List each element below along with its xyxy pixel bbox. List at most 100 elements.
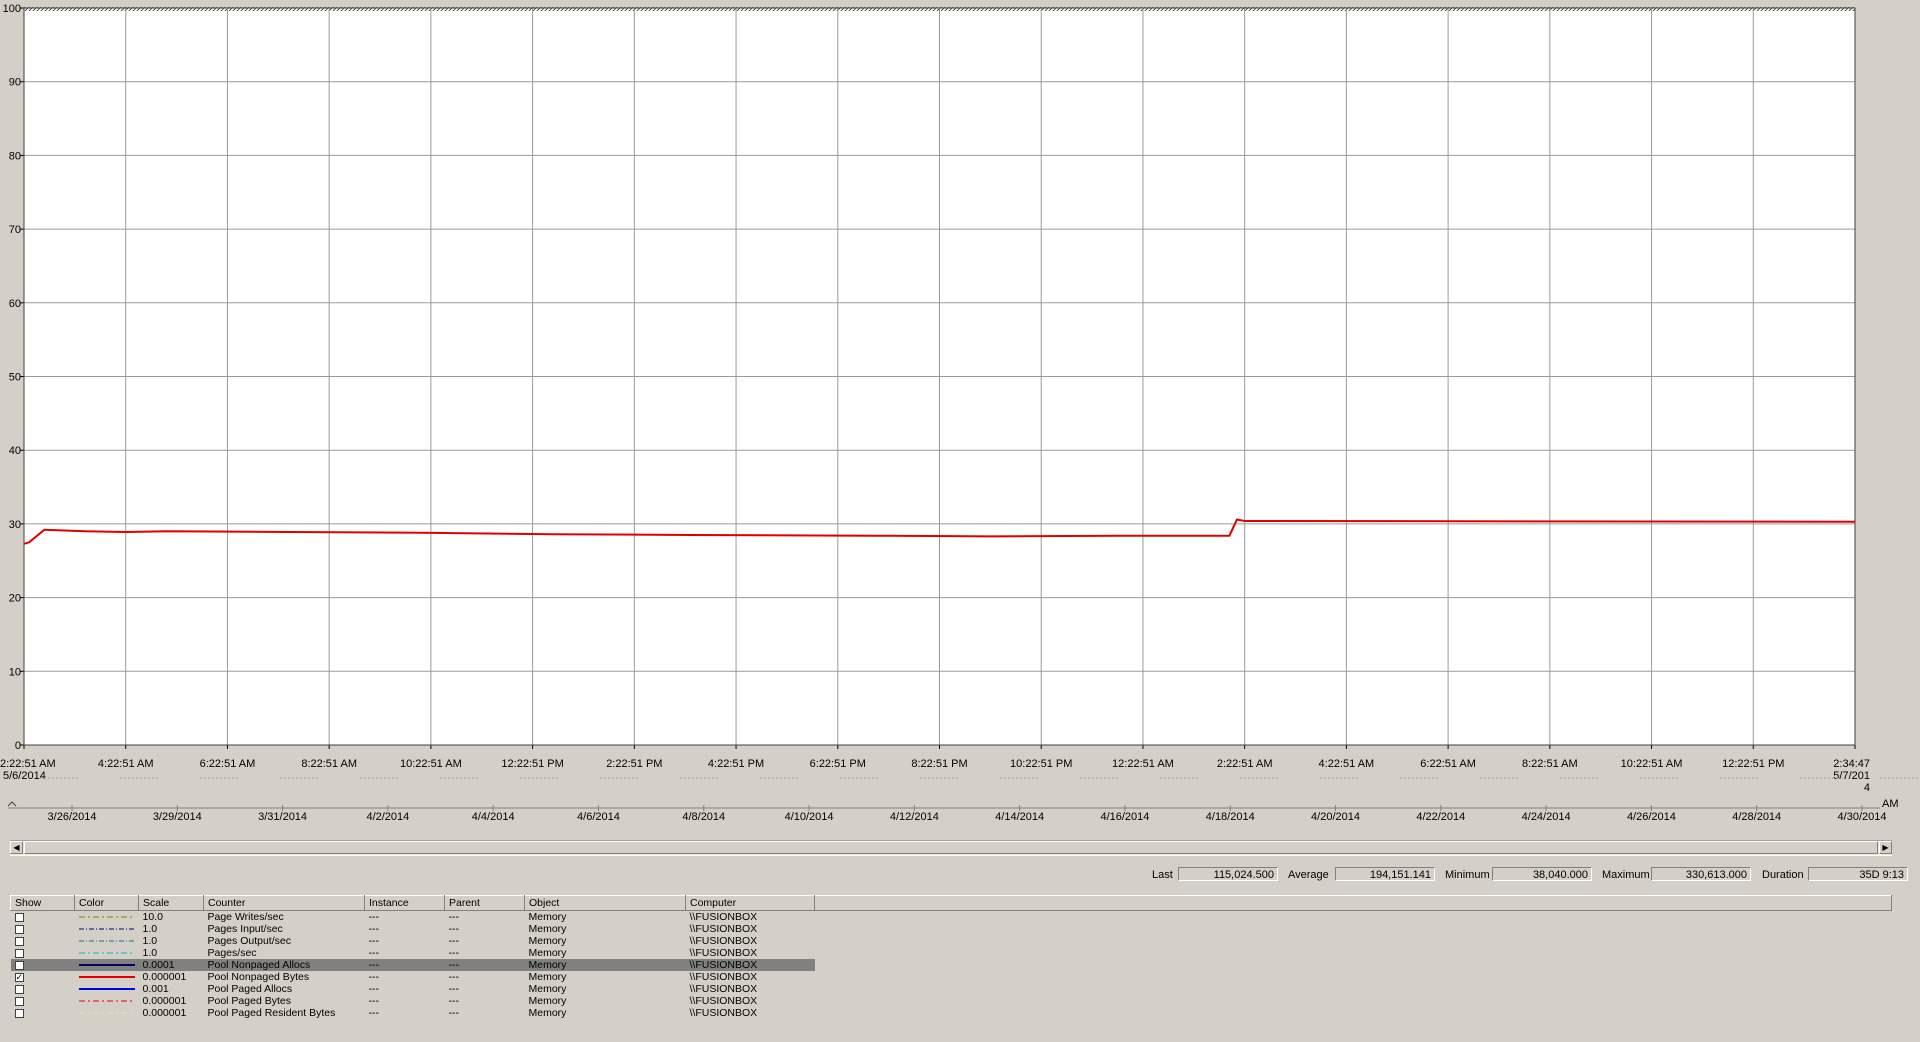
timeline-scrollbar[interactable]: ◀ ▶ [10, 840, 1892, 856]
scale-cell: 0.000001 [142, 971, 187, 983]
color-swatch [78, 1000, 135, 1002]
parent-cell: --- [448, 935, 460, 947]
filler-cell [815, 995, 1892, 1007]
color-cell [75, 923, 139, 935]
counter-cell: Page Writes/sec [207, 911, 284, 923]
legend-row-pool-nonpaged-bytes[interactable]: 0.000001 Pool Nonpaged Bytes --- --- Memory \… [11, 971, 1892, 983]
instance-cell: --- [368, 971, 380, 983]
show-checkbox[interactable] [14, 996, 24, 1006]
timeline-date-label: 4/28/2014 [1732, 811, 1781, 823]
header-counter[interactable]: Counter [203, 895, 365, 911]
x-tick-label: 5/6/2014 [3, 770, 46, 782]
legend-row-pages-sec[interactable]: 1.0 Pages/sec --- --- Memory \\FUSIONBOX [11, 947, 1892, 959]
timeline-am-label: AM [1882, 798, 1899, 810]
scroll-thumb[interactable] [24, 841, 1878, 854]
y-tick-label: 0 [15, 740, 21, 752]
object-cell: Memory [524, 959, 686, 971]
show-checkbox[interactable] [14, 912, 24, 922]
show-cell [11, 923, 75, 935]
legend-row-page-writes-sec[interactable]: 10.0 Page Writes/sec --- --- Memory \\FUSIONB… [11, 911, 1892, 924]
instance-cell: --- [368, 1007, 380, 1019]
timeline-date-label: 3/31/2014 [258, 811, 307, 823]
show-checkbox[interactable] [14, 924, 24, 934]
header-scale[interactable]: Scale [138, 895, 204, 911]
last-label: Last [1152, 869, 1173, 881]
show-checkbox[interactable] [14, 948, 24, 958]
filler-cell [815, 947, 1892, 959]
average-value: 194,151.141 [1335, 867, 1435, 881]
header-parent[interactable]: Parent [444, 895, 525, 911]
header-computer[interactable]: Computer [685, 895, 815, 911]
instance-cell: --- [368, 983, 380, 995]
legend-row-pages-output-sec[interactable]: 1.0 Pages Output/sec --- --- Memory \\FUSIONB… [11, 935, 1892, 947]
computer-cell: \\FUSIONBOX [689, 995, 758, 1007]
color-swatch [78, 976, 135, 978]
parent-cell: --- [448, 1007, 460, 1019]
y-tick-label: 30 [9, 519, 21, 531]
instance-cell: --- [368, 923, 380, 935]
x-tick-label: 8:22:51 AM [1522, 758, 1578, 770]
x-tick-label: 10:22:51 AM [1621, 758, 1683, 770]
minimum-value: 38,040.000 [1492, 867, 1592, 881]
x-tick-label: 8:22:51 AM [301, 758, 357, 770]
timeline-date-label: 4/6/2014 [577, 811, 620, 823]
show-cell [11, 983, 75, 995]
timeline-date-label: 4/10/2014 [785, 811, 834, 823]
parent-cell: --- [448, 995, 460, 1007]
show-cell [11, 911, 75, 924]
show-checkbox[interactable] [14, 984, 24, 994]
timeline-date-label: 4/4/2014 [472, 811, 515, 823]
legend-row-pool-nonpaged-allocs[interactable]: 0.0001 Pool Nonpaged Allocs --- --- Memory \\… [10, 959, 1892, 971]
timeline-date-label: 4/12/2014 [890, 811, 939, 823]
instance-cell: --- [368, 935, 380, 947]
x-tick-label: 4:22:51 AM [1319, 758, 1375, 770]
parent-cell: --- [448, 923, 460, 935]
show-cell [10, 959, 75, 971]
scale-cell: 0.000001 [142, 995, 187, 1007]
scale-cell: 1.0 [142, 935, 158, 947]
show-checkbox[interactable] [14, 971, 24, 983]
x-tick-label: 10:22:51 PM [1010, 758, 1072, 770]
legend-header-row: Show Color Scale Counter Instance Parent… [10, 895, 1892, 911]
parent-cell: --- [448, 971, 460, 983]
computer-cell: \\FUSIONBOX [689, 1007, 758, 1019]
color-cell [75, 1007, 139, 1019]
y-tick-label: 100 [3, 3, 21, 15]
legend-row-pages-input-sec[interactable]: 1.0 Pages Input/sec --- --- Memory \\FUSIONBO… [11, 923, 1892, 935]
legend-row-pool-paged-bytes[interactable]: 0.000001 Pool Paged Bytes --- --- Memory \\FU… [11, 995, 1892, 1007]
color-cell [75, 995, 139, 1007]
header-color[interactable]: Color [74, 895, 139, 911]
object-cell: Memory [528, 911, 567, 923]
show-checkbox[interactable] [14, 1008, 24, 1018]
timeline-left-marker [7, 801, 17, 807]
x-tick-label: 2:22:51 AM [1217, 758, 1273, 770]
x-tick-label: 10:22:51 AM [400, 758, 462, 770]
timeline-date-label: 4/30/2014 [1838, 811, 1887, 823]
header-object[interactable]: Object [524, 895, 686, 911]
x-tick-label: 6:22:51 AM [200, 758, 256, 770]
header-show[interactable]: Show [10, 895, 75, 911]
counter-cell: Pages/sec [207, 947, 257, 959]
filler-cell [815, 911, 1892, 924]
computer-cell: \\FUSIONBOX [685, 959, 815, 971]
object-cell: Memory [528, 983, 567, 995]
legend-row-pool-paged-resident-bytes[interactable]: 0.000001 Pool Paged Resident Bytes --- --- M… [11, 1007, 1892, 1019]
show-cell [11, 971, 75, 983]
x-tick-label: 6:22:51 AM [1420, 758, 1476, 770]
header-instance[interactable]: Instance [364, 895, 445, 911]
y-tick-label: 40 [9, 445, 21, 457]
x-tick-label: 4:22:51 AM [98, 758, 154, 770]
scroll-right-button[interactable]: ▶ [1879, 841, 1892, 854]
timeline-date-label: 4/16/2014 [1100, 811, 1149, 823]
scroll-left-button[interactable]: ◀ [10, 841, 23, 854]
computer-cell: \\FUSIONBOX [689, 983, 758, 995]
counter-cell: Pool Nonpaged Allocs [203, 959, 365, 971]
legend-row-pool-paged-allocs[interactable]: 0.001 Pool Paged Allocs --- --- Memory \\FUSI… [11, 983, 1892, 995]
show-checkbox[interactable] [14, 960, 24, 970]
show-checkbox[interactable] [14, 936, 24, 946]
counter-legend-table: Show Color Scale Counter Instance Parent… [10, 895, 1892, 1019]
color-cell [75, 935, 139, 947]
instance-cell: --- [368, 911, 380, 923]
computer-cell: \\FUSIONBOX [689, 971, 758, 983]
scale-cell: 1.0 [142, 923, 158, 935]
